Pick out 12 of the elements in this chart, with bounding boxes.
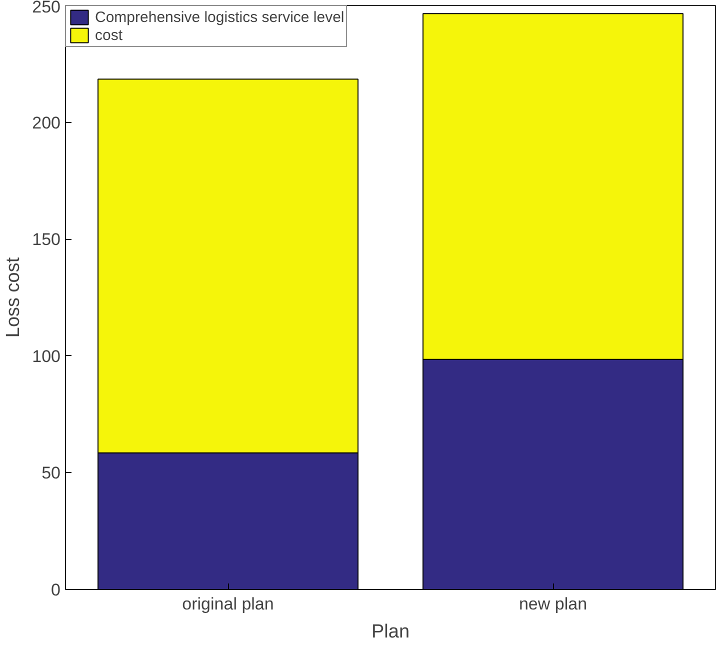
x-tick-label: original plan (182, 594, 274, 614)
legend-label: cost (95, 26, 123, 44)
y-tick-label: 50 (42, 464, 61, 483)
y-tick-label: 200 (32, 113, 61, 132)
y-tick-label: 250 (32, 0, 61, 16)
y-axis-title: Loss cost (3, 256, 24, 338)
y-tick-label: 100 (32, 346, 61, 366)
legend-label: Comprehensive logistics service level (95, 8, 344, 26)
x-axis-title: Plan (371, 622, 410, 642)
y-tick-label: 150 (32, 230, 61, 250)
x-tick-label: new plan (518, 594, 588, 614)
y-tick-label: 0 (51, 580, 61, 600)
